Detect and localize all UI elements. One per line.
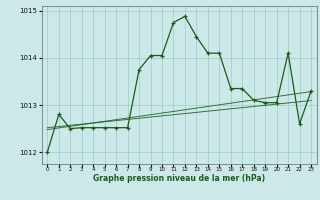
X-axis label: Graphe pression niveau de la mer (hPa): Graphe pression niveau de la mer (hPa): [93, 174, 265, 183]
